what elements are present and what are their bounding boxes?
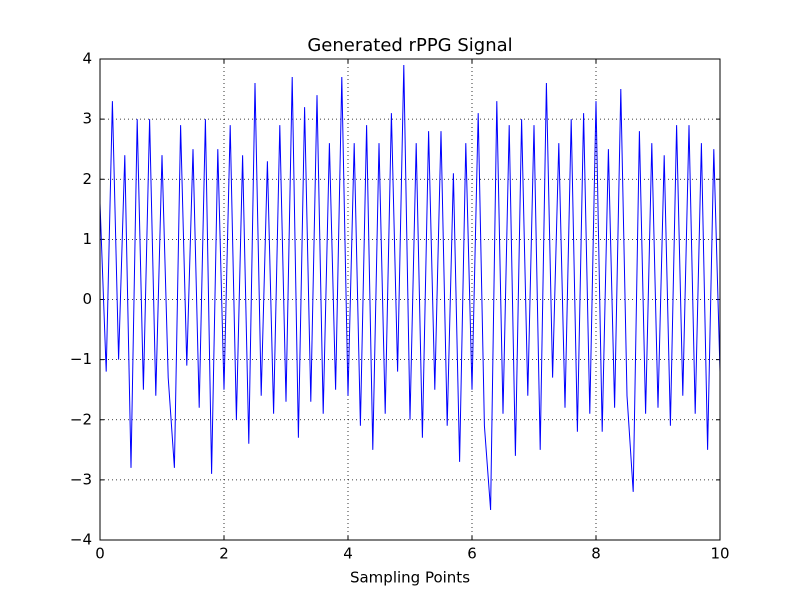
x-tick-label: 8: [591, 545, 601, 563]
y-tick-label: −4: [70, 531, 92, 549]
y-tick-label: −3: [70, 470, 92, 488]
x-tick-label: 10: [710, 545, 729, 563]
signal-line: [99, 65, 721, 510]
y-tick-label: 3: [82, 110, 92, 128]
x-tick-label: 2: [219, 545, 229, 563]
chart-title: Generated rPPG Signal: [307, 35, 512, 56]
x-tick-label: 4: [343, 545, 353, 563]
y-tick-label: −2: [70, 410, 92, 428]
plot-frame: [99, 58, 721, 541]
x-tick-label: 6: [467, 545, 477, 563]
x-tick-label: 0: [95, 545, 105, 563]
y-tick-label: 1: [82, 230, 92, 248]
y-tick-label: 4: [82, 50, 92, 68]
y-tick-label: 0: [82, 290, 92, 308]
y-tick-label: −1: [70, 350, 92, 368]
y-tick-label: 2: [82, 170, 92, 188]
x-axis-label: Sampling Points: [350, 569, 470, 587]
